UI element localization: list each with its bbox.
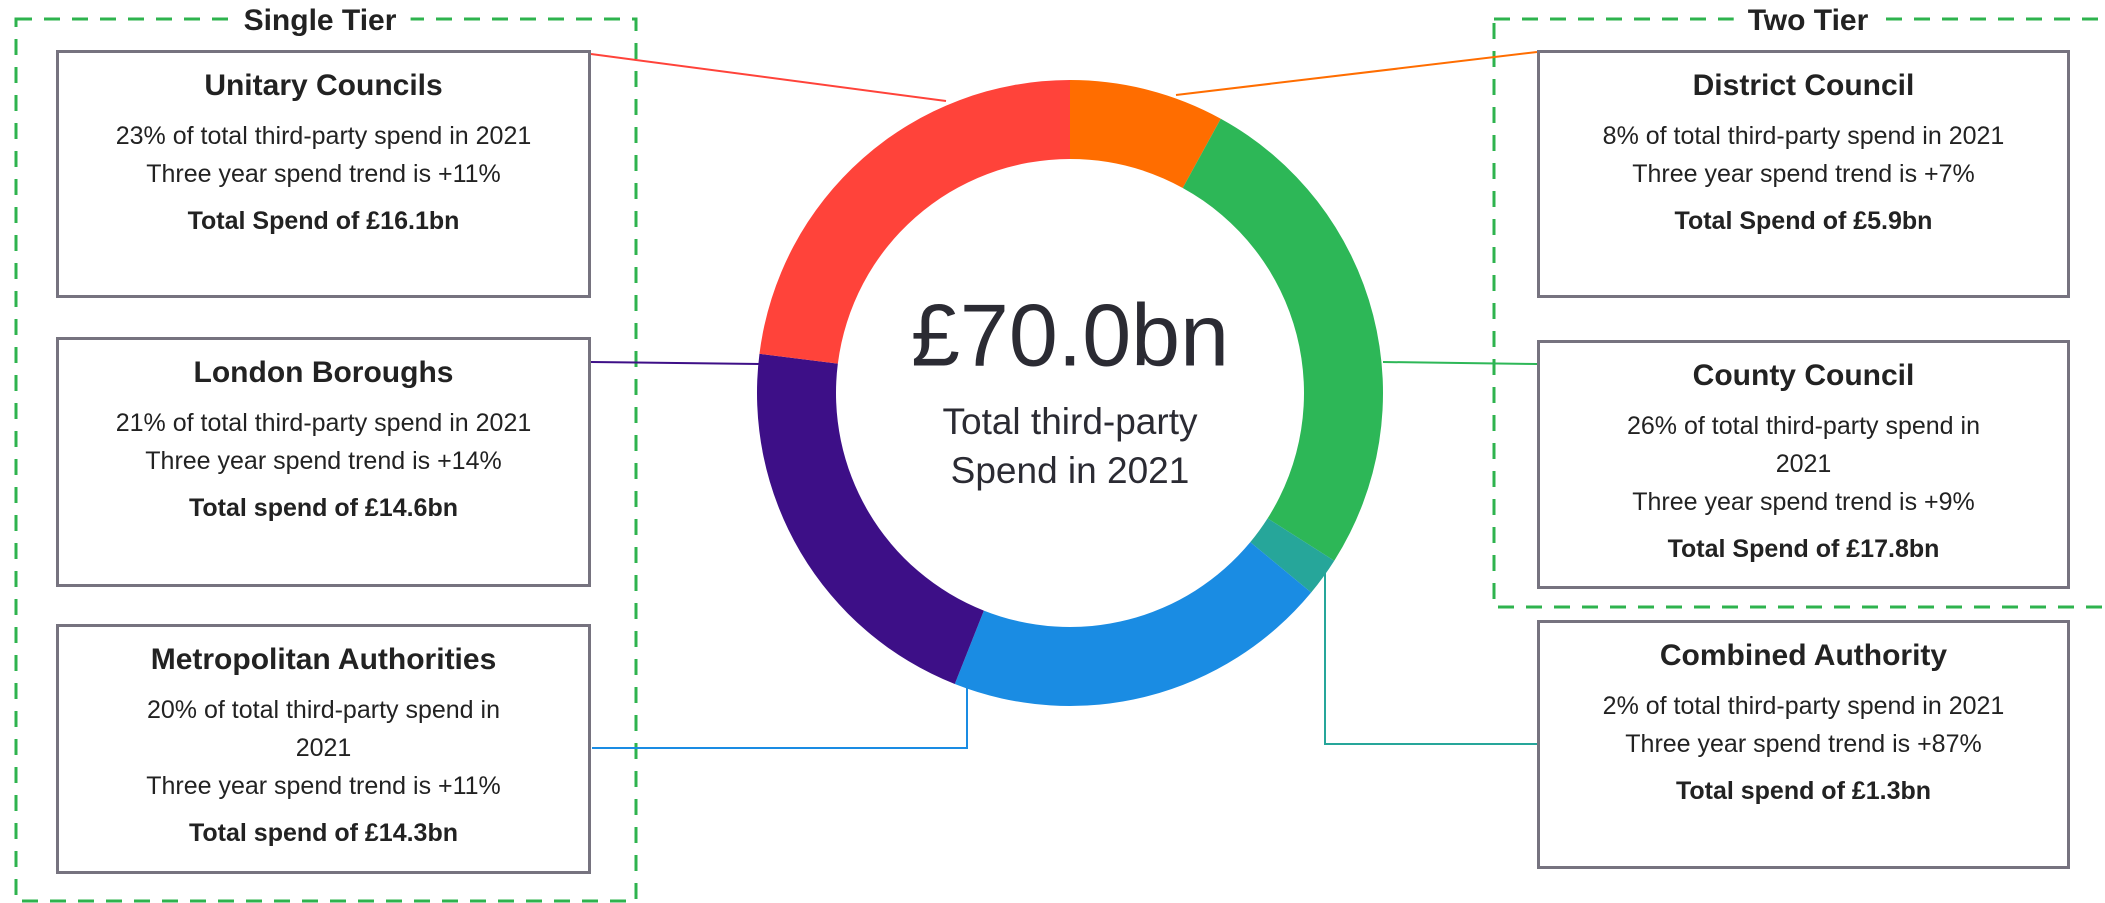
group-label: Two Tier xyxy=(1733,4,1883,38)
box-title: County Council xyxy=(1692,359,1915,392)
info-box: Combined Authority 2% of total third-part… xyxy=(1537,620,2070,869)
info-box: Metropolitan Authorities 20% of total thi… xyxy=(56,624,591,874)
box-total: Total Spend of £17.8bn xyxy=(1667,535,1940,563)
box-line: Three year spend trend is +11% xyxy=(146,160,501,188)
box-line: 26% of total third-party spend in xyxy=(1627,412,1980,440)
box-line: 23% of total third-party spend in 2021 xyxy=(115,122,532,150)
box-title: Metropolitan Authorities xyxy=(150,643,497,676)
info-box: County Council 26% of total third-party s… xyxy=(1537,340,2070,589)
donut-slice xyxy=(1182,118,1383,561)
center-label: Total third-party xyxy=(943,401,1198,442)
info-box: London Boroughs 21% of total third-party … xyxy=(56,337,591,587)
box-total: Total spend of £14.6bn xyxy=(188,494,459,522)
box-line: 20% of total third-party spend in xyxy=(147,696,500,724)
box-line: Three year spend trend is +9% xyxy=(1632,488,1975,516)
box-line: Three year spend trend is +87% xyxy=(1625,730,1982,758)
donut-slice xyxy=(1250,518,1335,593)
donut-slice xyxy=(1070,80,1221,188)
box-total: Total Spend of £16.1bn xyxy=(187,207,460,235)
donut xyxy=(756,80,1383,706)
center-label: Spend in 2021 xyxy=(951,450,1190,491)
box-title: London Boroughs xyxy=(193,356,454,389)
box-title: District Council xyxy=(1692,69,1915,102)
connector xyxy=(592,685,968,749)
box-line: 2021 xyxy=(295,734,352,762)
box-line: 2021 xyxy=(1775,450,1832,478)
info-box: Unitary Councils 23% of total third-party… xyxy=(56,50,591,298)
connector xyxy=(1382,361,1538,365)
box-title: Combined Authority xyxy=(1659,639,1948,672)
box-total: Total spend of £1.3bn xyxy=(1675,777,1932,805)
group-label: Single Tier xyxy=(229,4,411,38)
donut-slice xyxy=(759,80,1070,364)
donut-slice xyxy=(954,542,1312,706)
box-line: Three year spend trend is +14% xyxy=(145,447,502,475)
box-total: Total Spend of £5.9bn xyxy=(1674,207,1933,235)
box-line: 2% of total third-party spend in 2021 xyxy=(1602,692,2005,720)
info-box: District Council 8% of total third-party … xyxy=(1537,50,2070,298)
box-title: Unitary Councils xyxy=(204,69,443,102)
connector xyxy=(590,53,947,102)
box-line: Three year spend trend is +11% xyxy=(146,772,501,800)
connector xyxy=(590,361,761,365)
box-line: 21% of total third-party spend in 2021 xyxy=(115,409,532,437)
box-line: 8% of total third-party spend in 2021 xyxy=(1602,122,2005,150)
connector xyxy=(1175,51,1538,96)
box-total: Total spend of £14.3bn xyxy=(188,819,459,847)
connector xyxy=(1324,571,1537,745)
center-value: £70.0bn xyxy=(911,285,1229,384)
box-line: Three year spend trend is +7% xyxy=(1632,160,1975,188)
donut-slice xyxy=(756,353,984,685)
